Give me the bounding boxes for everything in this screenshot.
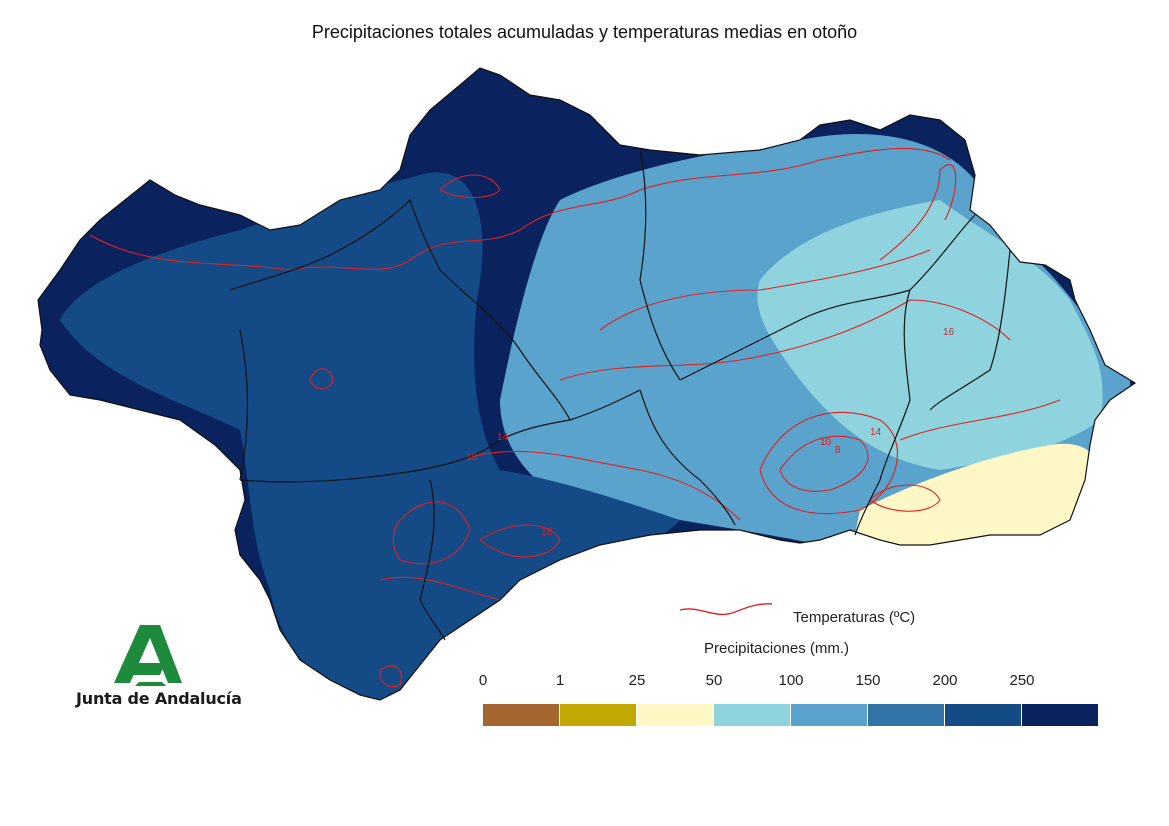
precip-legend-swatch — [483, 704, 560, 726]
precip-legend-swatch — [560, 704, 637, 726]
precip-legend-tick: 1 — [555, 672, 565, 689]
precip-legend-swatch — [1022, 704, 1099, 726]
precip-legend-swatch — [868, 704, 945, 726]
contour-label: 18 — [541, 527, 553, 538]
precip-legend-swatch — [637, 704, 714, 726]
precip-legend-tick: 250 — [1009, 672, 1035, 689]
precip-legend-swatch — [791, 704, 868, 726]
temperature-contours — [89, 147, 1061, 688]
temperature-legend-line — [679, 603, 773, 616]
precip-legend-tick: 0 — [478, 672, 488, 689]
contour-labels: 18 14 108 14 16 18 — [466, 327, 955, 538]
map-title: Precipitaciones totales acumuladas y tem… — [311, 22, 858, 42]
precip-legend-tick: 150 — [855, 672, 881, 689]
precipitation-legend-title: Precipitaciones (mm.) — [704, 640, 850, 657]
contour-label: 16 — [943, 327, 955, 338]
junta-logo — [114, 625, 182, 686]
contour-label: 14 — [497, 432, 509, 443]
contour-label: 8 — [835, 445, 841, 456]
precip-legend-tick: 100 — [778, 672, 804, 689]
contour-label: 10 — [820, 437, 832, 448]
precip-legend-swatch — [945, 704, 1022, 726]
precip-legend-tick: 50 — [705, 672, 723, 689]
precip-legend-swatch — [714, 704, 791, 726]
junta-logo-text: Junta de Andalucía — [76, 689, 242, 708]
precip-legend-tick: 25 — [628, 672, 646, 689]
temperature-legend-label: Temperaturas (ºC) — [793, 609, 916, 626]
province-borders — [37, 67, 1136, 701]
contour-label: 18 — [466, 452, 478, 463]
contour-label: 14 — [870, 427, 882, 438]
precip-legend-tick: 200 — [932, 672, 958, 689]
